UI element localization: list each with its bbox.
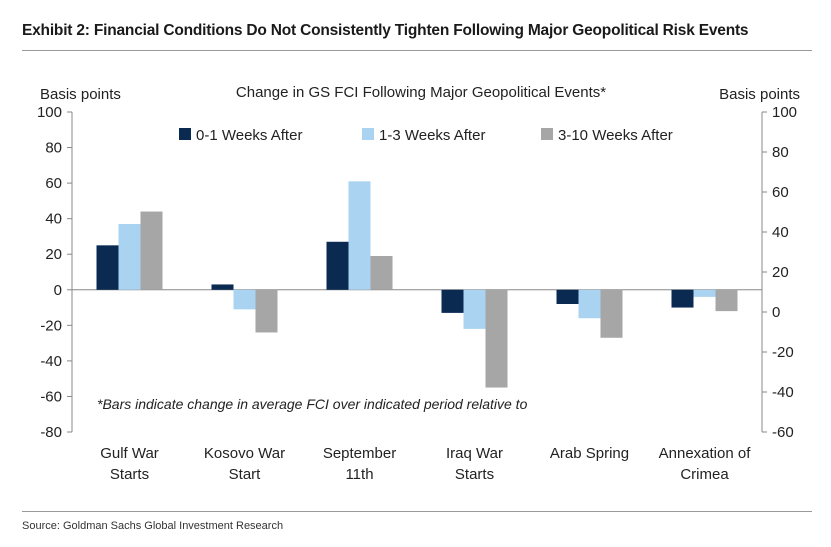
legend-swatch-1-3-weeks (362, 128, 374, 140)
category-label: Arab Spring (550, 445, 629, 462)
bar-1-3-weeks (348, 181, 371, 290)
left-y-axis: 100 80 60 40 20 0 -20 -40 -60 -80 (37, 104, 73, 441)
category-label-line: 11th (345, 466, 373, 483)
legend-swatch-3-10-weeks (541, 128, 553, 140)
left-tick-label: -40 (40, 353, 62, 370)
bar-1-3-weeks (463, 289, 486, 329)
bar-3-10-weeks (255, 289, 278, 333)
right-tick-label: 100 (772, 104, 797, 121)
chart-title: Change in GS FCI Following Major Geopoli… (236, 84, 606, 101)
category-label: Iraq War Starts (446, 445, 503, 483)
bars-group (72, 181, 762, 388)
bar-0-1-weeks (441, 289, 464, 313)
left-tick-label: 20 (45, 246, 62, 263)
right-tick-label: 80 (772, 144, 789, 161)
left-tick-label: -20 (40, 317, 62, 334)
bar-0-1-weeks (326, 241, 349, 290)
category-label-line: Start (229, 466, 262, 483)
category-label-line: Starts (110, 466, 149, 483)
left-tick-label: -60 (40, 388, 62, 405)
bar-1-3-weeks (693, 289, 716, 297)
bar-1-3-weeks (233, 289, 256, 310)
bar-0-1-weeks (671, 289, 694, 308)
bar-0-1-weeks (211, 284, 234, 290)
category-label-line: Kosovo War (204, 445, 285, 462)
right-tick-label: 40 (772, 224, 789, 241)
top-rule (22, 50, 812, 51)
right-tick-label: 60 (772, 184, 789, 201)
category-label-line: September (323, 445, 396, 462)
bar-3-10-weeks (600, 289, 623, 338)
bar-3-10-weeks (485, 289, 508, 388)
bar-1-3-weeks (578, 289, 601, 319)
left-tick-label: 0 (54, 282, 62, 299)
category-label-line: Iraq War (446, 445, 503, 462)
right-axis-title: Basis points (719, 86, 800, 103)
left-tick-label: 40 (45, 211, 62, 228)
category-label-line: Annexation of (659, 445, 752, 462)
right-tick-label: 0 (772, 304, 780, 321)
right-tick-label: -60 (772, 424, 794, 441)
category-label: Gulf War Starts (100, 445, 159, 483)
legend-label-0-1-weeks: 0-1 Weeks After (196, 127, 302, 144)
category-labels: Gulf War Starts Kosovo War Start September 11… (100, 445, 751, 483)
legend-label-1-3-weeks: 1-3 Weeks After (379, 127, 485, 144)
right-tick-label: 20 (772, 264, 789, 281)
bar-3-10-weeks (370, 256, 393, 290)
left-axis-title: Basis points (40, 86, 121, 103)
category-label: Annexation of Crimea (659, 445, 752, 483)
category-label-line: Crimea (680, 466, 729, 483)
category-label: Kosovo War Start (204, 445, 285, 483)
right-y-axis: 100 80 60 40 20 0 -20 -40 -60 (761, 104, 797, 441)
exhibit-title: Exhibit 2: Financial Conditions Do Not C… (22, 22, 749, 39)
left-tick-label: 60 (45, 175, 62, 192)
category-label-line: Arab Spring (550, 445, 629, 462)
category-label-line: Starts (455, 466, 494, 483)
legend-label-3-10-weeks: 3-10 Weeks After (558, 127, 673, 144)
bar-1-3-weeks (118, 224, 141, 290)
chart-footnote: *Bars indicate change in average FCI ove… (97, 396, 528, 412)
left-tick-label: 80 (45, 140, 62, 157)
right-tick-label: -20 (772, 344, 794, 361)
category-label: September 11th (323, 445, 396, 483)
bar-0-1-weeks (556, 289, 579, 304)
bar-3-10-weeks (715, 289, 738, 312)
right-tick-label: -40 (772, 384, 794, 401)
source-note: Source: Goldman Sachs Global Investment … (22, 520, 284, 532)
left-tick-label: -80 (40, 424, 62, 441)
legend-swatch-0-1-weeks (179, 128, 191, 140)
left-tick-label: 100 (37, 104, 62, 121)
bottom-rule (22, 511, 812, 512)
bar-0-1-weeks (96, 245, 119, 290)
legend: 0-1 Weeks After 1-3 Weeks After 3-10 Wee… (179, 127, 673, 144)
bar-3-10-weeks (140, 211, 163, 290)
category-label-line: Gulf War (100, 445, 159, 462)
